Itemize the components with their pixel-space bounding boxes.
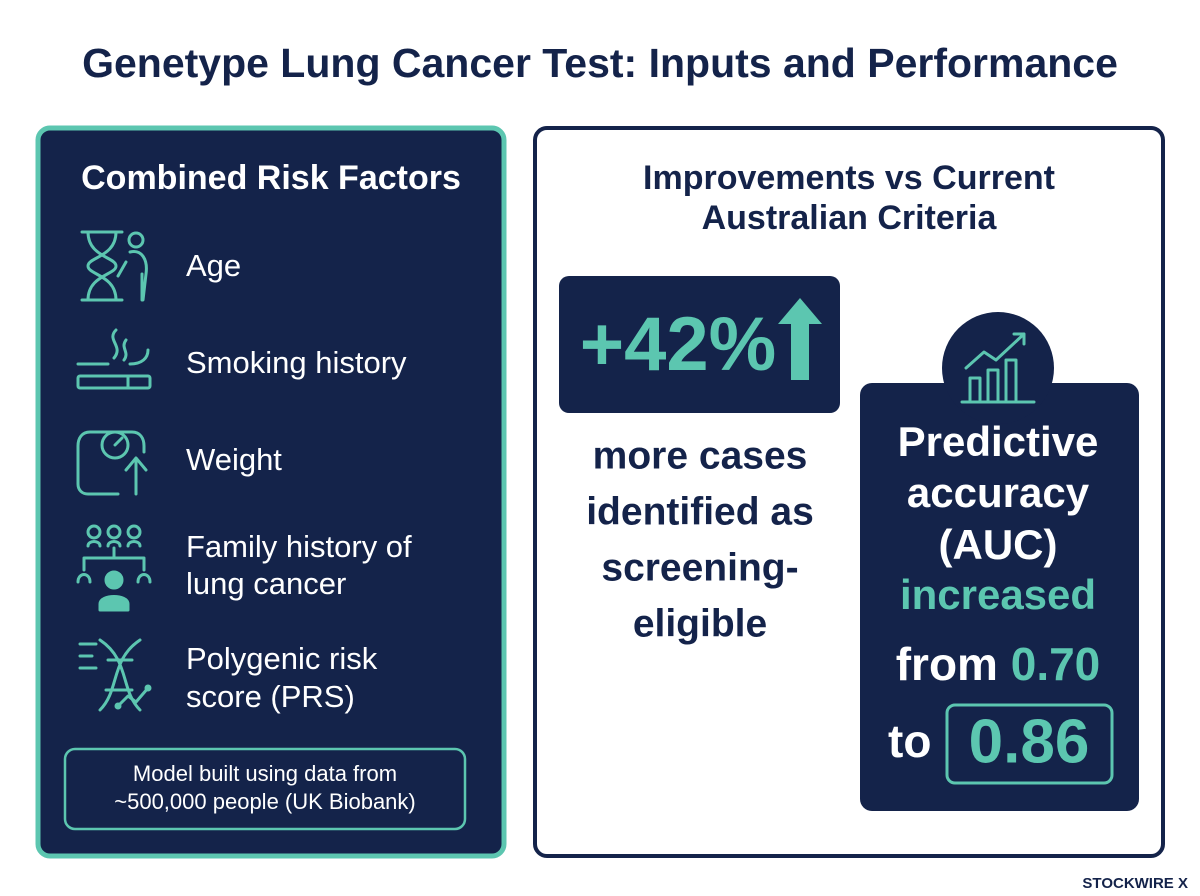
accuracy-line: accuracy bbox=[907, 469, 1090, 516]
chart-icon bbox=[960, 332, 1036, 404]
age-icon bbox=[80, 230, 148, 302]
factor: score (PRS) bbox=[186, 679, 355, 714]
accuracy-line: Predictive bbox=[898, 418, 1099, 465]
prs-icon-part bbox=[78, 638, 142, 712]
note-line: ~500,000 people (UK Biobank) bbox=[114, 789, 416, 814]
age-icon-part bbox=[116, 250, 148, 302]
right-heading: Australian Criteria bbox=[702, 199, 998, 237]
factor: lung cancer bbox=[186, 566, 346, 601]
stat-box bbox=[559, 276, 840, 413]
note-box bbox=[63, 747, 467, 831]
brand: STOCKWIRE X bbox=[1082, 875, 1188, 892]
accuracy-from: from 0.70 bbox=[896, 638, 1101, 690]
accuracy-line: (AUC) bbox=[939, 521, 1058, 568]
family-icon-part bbox=[104, 570, 124, 590]
factor: Family history of bbox=[186, 529, 412, 564]
factor: Polygenic risk bbox=[186, 641, 378, 676]
note-line: Model built using data from bbox=[133, 761, 397, 786]
family-icon-part bbox=[98, 595, 130, 612]
stat: +42% bbox=[580, 302, 777, 387]
factor: Smoking history bbox=[186, 345, 407, 380]
factor: Weight bbox=[186, 442, 282, 477]
weight-icon bbox=[76, 430, 148, 496]
prs-icon-part bbox=[144, 684, 152, 692]
family-icon-part bbox=[86, 524, 102, 540]
left-panel bbox=[35, 125, 507, 859]
from-word: from bbox=[896, 638, 998, 690]
family-icon-part bbox=[106, 524, 122, 540]
to-word: to bbox=[888, 715, 931, 767]
family-icon-part bbox=[126, 524, 142, 540]
stat-caption: screening- bbox=[601, 546, 798, 589]
to-value: 0.86 bbox=[969, 707, 1090, 776]
family-icon-part bbox=[76, 573, 152, 584]
left-heading: Combined Risk Factors bbox=[81, 159, 461, 197]
chart-icon-part bbox=[960, 332, 1036, 404]
stat-caption: eligible bbox=[633, 602, 767, 645]
up-arrow bbox=[778, 298, 822, 380]
title: Genetype Lung Cancer Test: Inputs and Pe… bbox=[82, 40, 1118, 86]
to-value-box bbox=[945, 703, 1114, 785]
prs-icon-part bbox=[114, 702, 122, 710]
family-icon bbox=[76, 524, 152, 612]
prs-icon-part bbox=[116, 686, 150, 708]
chart-icon-circle bbox=[942, 312, 1054, 424]
accuracy-increased: increased bbox=[900, 571, 1096, 618]
smoking-icon-part bbox=[76, 374, 152, 390]
age-icon-part bbox=[127, 231, 145, 249]
family-icon-part bbox=[82, 540, 146, 572]
weight-icon-part bbox=[100, 430, 130, 460]
stat-caption: identified as bbox=[586, 490, 814, 533]
factor: Age bbox=[186, 248, 241, 283]
smoking-icon-part bbox=[76, 328, 150, 390]
weight-icon-part bbox=[113, 436, 148, 496]
stat-caption: more cases bbox=[593, 434, 808, 477]
weight-icon-part bbox=[76, 430, 146, 496]
smoking-icon bbox=[76, 328, 152, 390]
from-value: 0.70 bbox=[1011, 638, 1101, 690]
right-heading: Improvements vs Current bbox=[643, 159, 1055, 197]
prs-icon bbox=[78, 638, 152, 712]
age-icon-part bbox=[80, 230, 124, 302]
